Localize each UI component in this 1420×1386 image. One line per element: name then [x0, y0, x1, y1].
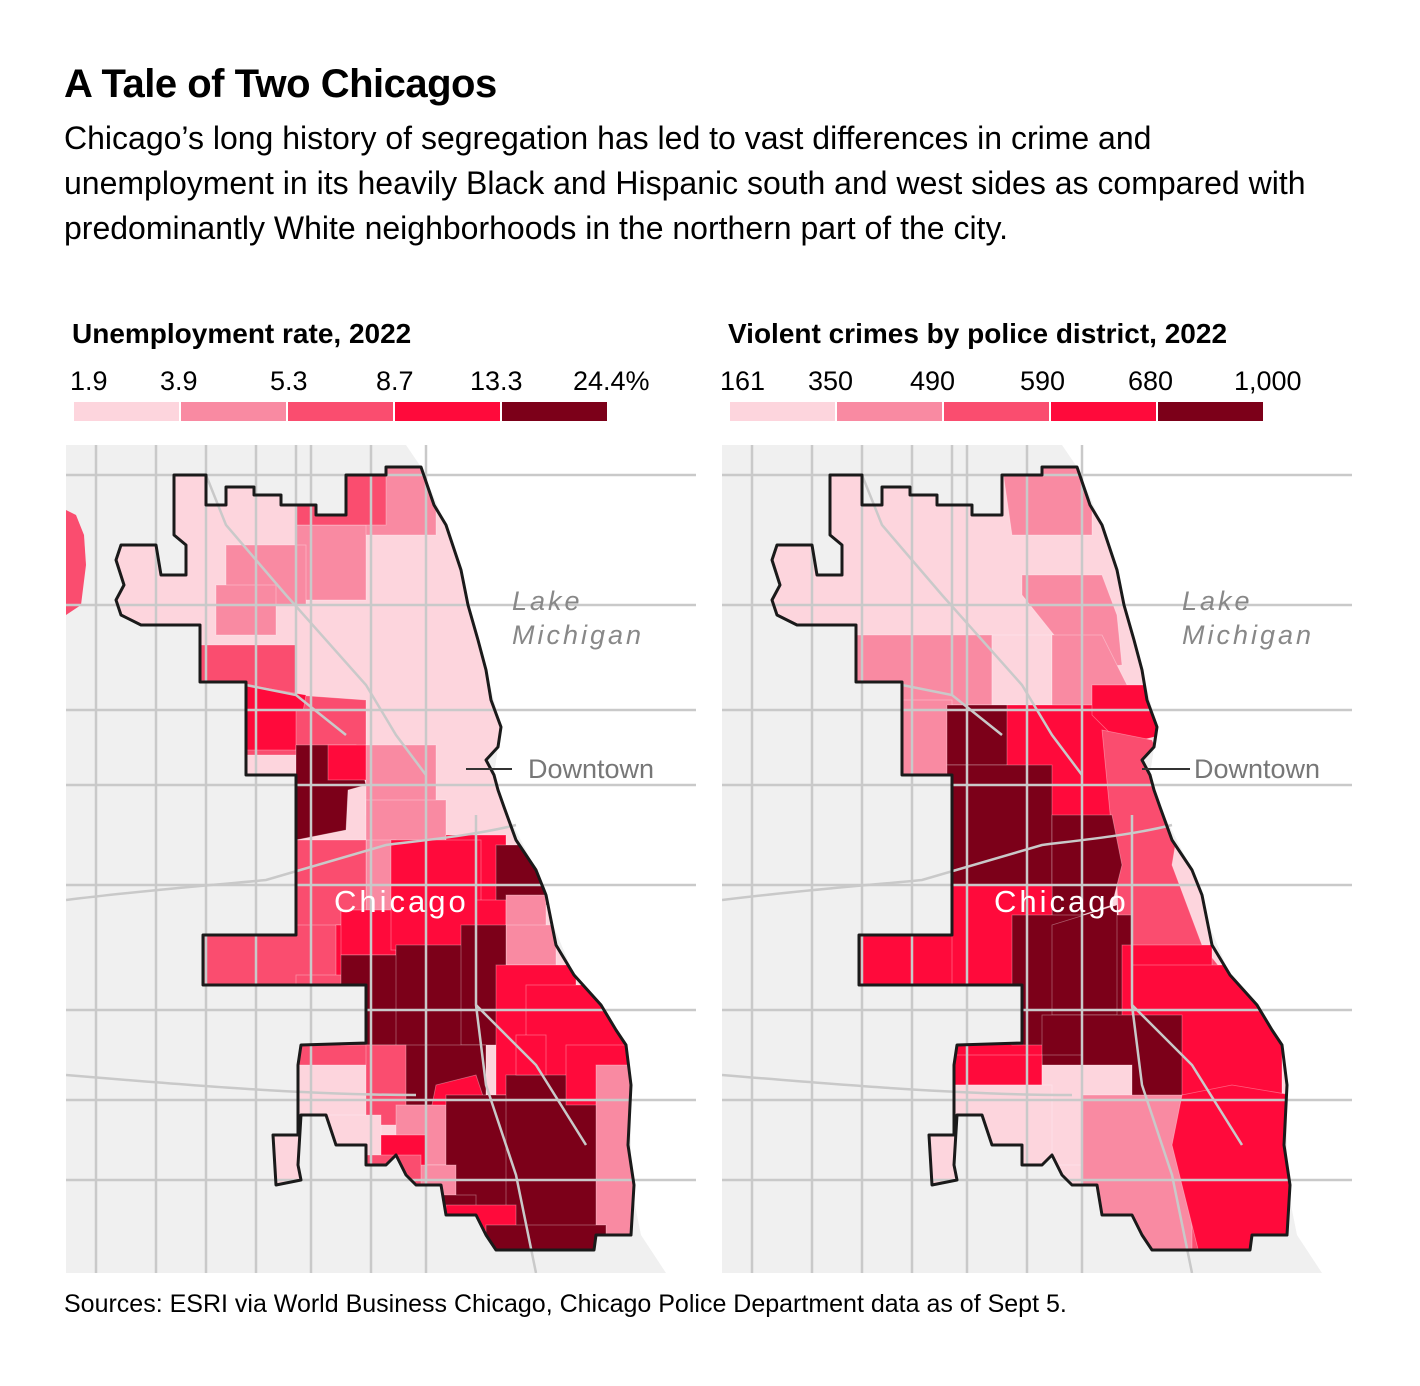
legend-swatch-3 [288, 402, 393, 421]
legend-swatch-1 [730, 402, 835, 421]
legend-tick: 490 [910, 366, 956, 396]
unemployment-map: Lake Michigan Downtown Chicago [66, 445, 696, 1273]
legend-tick: 1.9 [70, 366, 108, 396]
legend-swatch-3 [944, 402, 1049, 421]
violent-crime-map-panel: Violent crimes by police district, 2022 … [720, 318, 1352, 1278]
legend-swatch-4 [1051, 402, 1156, 421]
lake-label-line2: Michigan [1182, 620, 1314, 650]
legend-color-bar [730, 402, 1265, 421]
road-network [66, 445, 696, 1273]
lake-label-line2: Michigan [512, 620, 644, 650]
city-label: Chicago [334, 884, 469, 919]
lake-michigan [1062, 445, 1352, 1273]
legend-title: Unemployment rate, 2022 [72, 318, 412, 349]
sources-note: Sources: ESRI via World Business Chicago… [64, 1290, 1067, 1318]
legend-swatch-1 [74, 402, 179, 421]
legend-tick: 680 [1128, 366, 1174, 396]
legend-swatch-2 [181, 402, 286, 421]
legend-tick: 590 [1020, 366, 1066, 396]
lake-label-line1: Lake [1182, 586, 1253, 616]
legend-tick: 5.3 [270, 366, 308, 396]
legend-tick: 8.7 [376, 366, 414, 396]
legend-color-bar [74, 402, 609, 421]
legend-tick: 350 [808, 366, 854, 396]
chart-title: A Tale of Two Chicagos [64, 62, 497, 106]
legend-title: Violent crimes by police district, 2022 [728, 318, 1228, 349]
city-label: Chicago [994, 884, 1129, 919]
lake-michigan [406, 445, 696, 1273]
lake-label-line1: Lake [512, 586, 583, 616]
legend-tick: 1,000 [1234, 366, 1302, 396]
legend-swatch-5 [502, 402, 607, 421]
legend-ticks: 1.9 3.9 5.3 8.7 13.3 24.4% [66, 366, 696, 398]
legend-ticks: 161 350 490 590 680 1,000 [720, 366, 1352, 398]
legend-swatch-5 [1158, 402, 1263, 421]
downtown-label: Downtown [1194, 754, 1320, 784]
violent-crime-map: Lake Michigan Downtown Chicago [722, 445, 1352, 1273]
road-network [722, 445, 1352, 1273]
legend-tick: 161 [720, 366, 766, 396]
city-boundary [114, 465, 636, 1252]
legend-swatch-2 [837, 402, 942, 421]
legend-tick: 3.9 [160, 366, 198, 396]
chart-subtitle: Chicago’s long history of segregation ha… [64, 120, 1306, 246]
downtown-label: Downtown [528, 754, 654, 784]
legend-tick: 24.4% [573, 366, 650, 396]
city-boundary [770, 465, 1292, 1252]
legend-swatch-4 [395, 402, 500, 421]
unemployment-map-panel: Unemployment rate, 2022 1.9 3.9 5.3 8.7 … [66, 318, 696, 1278]
oak-park-fragment [66, 510, 86, 615]
legend-tick: 13.3 [470, 366, 523, 396]
